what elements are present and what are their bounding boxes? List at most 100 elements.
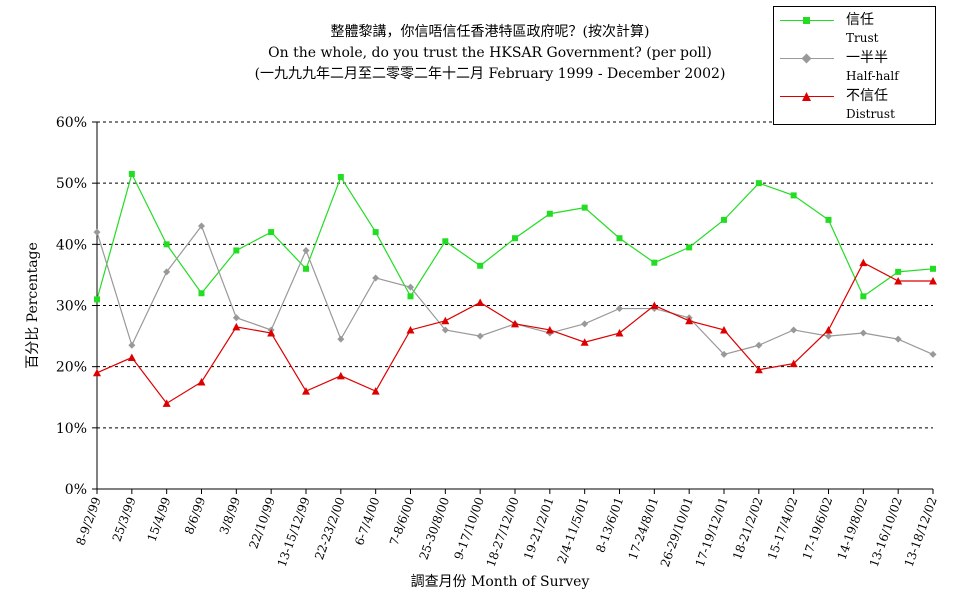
data-point: [616, 235, 623, 242]
data-point: [825, 216, 832, 223]
x-tick-label: 9-17/10/00: [451, 495, 487, 561]
data-point: [407, 293, 414, 300]
data-point: [616, 305, 623, 313]
data-point: [894, 277, 903, 285]
legend-label-half-half: 一半半: [846, 50, 888, 66]
x-tick-label: 25/3/99: [110, 495, 139, 543]
data-point: [755, 341, 763, 349]
data-point: [94, 296, 100, 303]
data-point: [303, 265, 309, 272]
series-line-half-half: [96, 224, 934, 356]
y-tick-label: 0%: [65, 482, 87, 498]
data-point: [442, 238, 449, 245]
x-tick-label: 2/4-11/5/01: [555, 495, 592, 565]
data-point: [859, 329, 867, 337]
data-point: [860, 293, 867, 300]
data-point: [545, 325, 554, 334]
x-tick-label: 15-17/4/02: [765, 495, 801, 561]
diamond-marker-icon: [801, 53, 812, 64]
legend-label-distrust: 不信任: [846, 88, 888, 104]
data-point: [372, 274, 380, 282]
data-point: [720, 350, 728, 358]
chart-subtitle: On the whole, do you trust the HKSAR Gov…: [268, 45, 712, 61]
y-tick-label: 30%: [56, 299, 87, 315]
data-point: [580, 338, 589, 346]
data-point: [372, 229, 379, 236]
data-point: [337, 335, 345, 343]
x-tick-label: 13-15/12/99: [275, 495, 313, 569]
x-tick-label: 18-21/2/02: [730, 495, 766, 561]
data-point: [267, 329, 276, 337]
legend-sublabel-trust: Trust: [846, 31, 879, 45]
data-point: [128, 170, 135, 177]
data-point: [371, 387, 380, 395]
x-tick-label: 26-29/10/01: [658, 495, 696, 569]
data-point: [336, 371, 345, 380]
data-point: [476, 298, 485, 306]
x-tick-label: 17-19/6/02: [800, 495, 836, 561]
data-point: [686, 244, 693, 251]
legend: 信任 Trust 一半半 Half-half 不信任 Distrust: [773, 6, 936, 125]
x-tick-label: 19-21/2/01: [521, 495, 557, 561]
data-point: [476, 332, 484, 340]
legend-item-trust: 信任 Trust: [774, 9, 937, 47]
data-point: [407, 283, 414, 291]
chart-subtitle-period: (一九九九年二月至二零零二年十二月 February 1999 - Decemb…: [254, 66, 726, 82]
data-point: [929, 277, 937, 285]
data-point: [825, 332, 832, 340]
data-point: [754, 365, 763, 374]
data-point: [511, 319, 519, 328]
data-point: [441, 316, 450, 325]
data-point: [233, 247, 240, 254]
data-point: [197, 377, 206, 386]
x-tick-label: 3/8/99: [217, 495, 243, 536]
data-point: [894, 335, 902, 343]
data-point: [268, 229, 275, 236]
data-point: [824, 325, 833, 334]
y-tick-label: 50%: [56, 176, 87, 192]
data-point: [128, 341, 136, 349]
legend-item-half-half: 一半半 Half-half: [774, 47, 937, 85]
data-point: [302, 387, 310, 395]
x-tick-label: 8-13/6/01: [593, 495, 626, 554]
x-tick-label: 13-18/12/02: [902, 495, 940, 569]
legend-sublabel-distrust: Distrust: [846, 107, 895, 121]
data-point: [512, 235, 518, 242]
data-point: [302, 246, 310, 254]
data-point: [477, 262, 484, 269]
y-tick-label: 60%: [56, 115, 87, 131]
x-tick-label: 18-27/12/00: [484, 495, 522, 569]
data-point: [232, 322, 241, 331]
x-tick-label: 13-16/10/02: [867, 495, 905, 569]
data-point: [232, 314, 240, 322]
data-point: [406, 325, 415, 334]
x-axis-title: 調查月份 Month of Survey: [411, 574, 590, 590]
legend-label-trust: 信任: [846, 12, 874, 28]
x-tick-label: 22/10/99: [246, 495, 278, 550]
legend-sublabel-half-half: Half-half: [846, 69, 899, 83]
data-point: [790, 326, 798, 334]
x-tick-label: 8/6/99: [182, 495, 208, 536]
triangle-marker-icon: [802, 92, 811, 101]
chart-title-block: 整體黎講，你信唔信任香港特區政府呢？(按次計算) On the whole, d…: [200, 22, 780, 85]
x-tick-label: 17-24/8/01: [626, 495, 662, 561]
data-point: [163, 241, 170, 248]
x-tick-label: 17-19/12/01: [693, 495, 731, 569]
data-point: [162, 399, 171, 407]
data-point: [859, 258, 868, 267]
data-point: [127, 353, 136, 361]
y-tick-label: 20%: [56, 360, 87, 376]
data-point: [198, 290, 205, 297]
data-point: [790, 192, 797, 199]
data-point: [546, 210, 553, 217]
data-point: [651, 259, 658, 266]
data-point: [789, 359, 798, 368]
square-marker-icon: [803, 17, 810, 24]
data-point: [163, 268, 171, 276]
legend-item-distrust: 不信任 Distrust: [774, 85, 937, 123]
x-tick-label: 6-7/4/00: [352, 495, 382, 547]
y-axis-title: 百分比 Percentage: [25, 242, 41, 369]
data-point: [930, 265, 936, 272]
data-point: [721, 216, 727, 223]
